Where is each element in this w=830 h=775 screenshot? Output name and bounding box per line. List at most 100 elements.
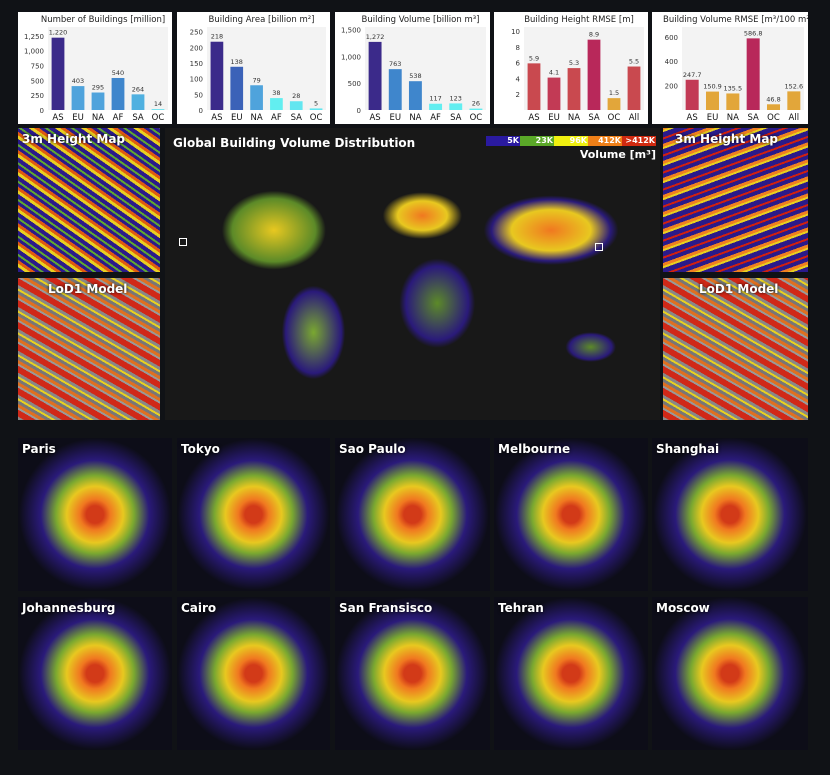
y-tick-label: 0 bbox=[199, 107, 203, 115]
x-tick-label: AS bbox=[52, 113, 63, 123]
volume-legend: 5K 23K 96K 412K >412K Volume [m³] bbox=[486, 136, 656, 161]
x-tick-label: NA bbox=[92, 113, 104, 123]
city-label: Melbourne bbox=[498, 442, 571, 456]
data-label: 5.3 bbox=[569, 59, 579, 67]
y-tick-label: 250 bbox=[190, 29, 203, 37]
x-tick-label: All bbox=[789, 113, 800, 123]
bar-na bbox=[250, 85, 263, 110]
data-label: 295 bbox=[92, 84, 104, 92]
data-label: 14 bbox=[154, 100, 162, 108]
bar-oc bbox=[766, 104, 781, 110]
x-tick-label: AS bbox=[211, 113, 222, 123]
data-label: 403 bbox=[72, 77, 84, 85]
legend-title: Volume [m³] bbox=[579, 148, 656, 161]
y-tick-label: 1,500 bbox=[341, 27, 361, 35]
data-label: 586.8 bbox=[744, 29, 763, 37]
city-map-tehran: Tehran bbox=[494, 597, 648, 750]
data-label: 218 bbox=[211, 33, 223, 41]
data-label: 5.9 bbox=[529, 54, 539, 62]
data-label: 264 bbox=[132, 85, 144, 93]
data-label: 5 bbox=[314, 99, 318, 107]
y-tick-label: 50 bbox=[194, 91, 203, 99]
inset-lod1-right: LoD1 Model bbox=[663, 278, 808, 420]
x-tick-label: AF bbox=[271, 113, 282, 123]
legend-swatch: >412K bbox=[622, 136, 656, 146]
x-tick-label: NA bbox=[409, 113, 421, 123]
inset-label: 3m Height Map bbox=[22, 132, 126, 146]
data-label: 28 bbox=[292, 92, 300, 100]
city-label: Johannesburg bbox=[22, 601, 116, 615]
inset-lod1-left: LoD1 Model bbox=[18, 278, 160, 420]
x-tick-label: EU bbox=[231, 113, 243, 123]
x-tick-label: OC bbox=[767, 113, 780, 123]
x-tick-label: OC bbox=[310, 113, 323, 123]
city-map-san-fransisco: San Fransisco bbox=[335, 597, 490, 750]
data-label: 247.7 bbox=[683, 71, 702, 79]
bar-eu bbox=[705, 91, 720, 110]
data-label: 4.1 bbox=[549, 69, 559, 77]
y-tick-label: 0 bbox=[357, 107, 361, 115]
y-tick-label: 1,000 bbox=[24, 48, 44, 56]
data-label: 5.5 bbox=[629, 58, 639, 66]
x-tick-label: AF bbox=[113, 113, 124, 123]
bar-sa bbox=[587, 39, 601, 110]
inset-height-map-right: 3m Height Map bbox=[663, 128, 808, 272]
x-tick-label: EU bbox=[548, 113, 560, 123]
x-tick-label: EU bbox=[72, 113, 84, 123]
marker-san-francisco bbox=[179, 238, 187, 246]
bar-na bbox=[726, 93, 740, 110]
bar-as bbox=[685, 79, 699, 110]
bar-oc bbox=[607, 98, 621, 110]
x-tick-label: AF bbox=[430, 113, 441, 123]
bar-as bbox=[51, 37, 65, 110]
data-label: 26 bbox=[472, 100, 480, 108]
data-label: 1,272 bbox=[366, 33, 385, 41]
y-tick-label: 150 bbox=[190, 60, 203, 68]
city-map-sao-paulo: Sao Paulo bbox=[335, 438, 490, 591]
bar-sa bbox=[746, 38, 760, 110]
bar-as bbox=[368, 41, 382, 110]
x-tick-label: AS bbox=[528, 113, 539, 123]
bar-as bbox=[527, 63, 541, 110]
chart-title: Number of Building​s [million] bbox=[41, 15, 165, 25]
x-tick-label: OC bbox=[608, 113, 621, 123]
data-label: 540 bbox=[112, 69, 124, 77]
chart-volume-rmse: Building Volume RMSE [m³/100 m²] 200 400 60… bbox=[652, 12, 808, 124]
bar-sa bbox=[131, 94, 145, 110]
chart-building-volume: Building Volume [billion m³] 0 500 1,000 1,5… bbox=[335, 12, 490, 124]
world-map: Global Building Volume Distribution 5K 23… bbox=[165, 128, 660, 420]
bar-all bbox=[787, 91, 801, 110]
y-tick-label: 2 bbox=[516, 91, 520, 99]
chart-number-of-buildings: Number of Building​s [million] 0 250 500 750… bbox=[18, 12, 172, 124]
chart-title: Building Height RMSE [m] bbox=[524, 15, 634, 25]
city-map-johannesburg: Johannesburg bbox=[18, 597, 172, 750]
city-map-paris: Paris bbox=[18, 438, 172, 591]
y-tick-label: 10 bbox=[511, 28, 520, 36]
inset-label: 3m Height Map bbox=[675, 132, 779, 146]
x-tick-label: AS bbox=[687, 113, 698, 123]
x-tick-label: EU bbox=[707, 113, 719, 123]
data-label: 135.5 bbox=[724, 84, 743, 92]
bar-as bbox=[210, 41, 224, 110]
inset-label: LoD1 Model bbox=[48, 282, 128, 296]
bar-all bbox=[627, 66, 641, 110]
data-label: 138 bbox=[231, 58, 243, 66]
bar-na bbox=[567, 68, 581, 110]
x-tick-label: OC bbox=[152, 113, 165, 123]
x-tick-label: SA bbox=[450, 113, 462, 123]
plot-area bbox=[524, 27, 644, 110]
y-tick-label: 600 bbox=[665, 34, 678, 42]
data-label: 38 bbox=[272, 89, 280, 97]
bar-eu bbox=[71, 86, 85, 110]
legend-swatch: 96K bbox=[554, 136, 588, 146]
city-map-moscow: Moscow bbox=[652, 597, 808, 750]
map-title: Global Building Volume Distribution bbox=[173, 136, 416, 150]
x-tick-label: NA bbox=[727, 113, 739, 123]
marker-shanghai bbox=[595, 243, 603, 251]
x-tick-label: NA bbox=[568, 113, 580, 123]
bar-oc bbox=[309, 108, 323, 110]
x-tick-label: SA bbox=[747, 113, 759, 123]
city-label: Shanghai bbox=[656, 442, 720, 456]
data-label: 46.8 bbox=[766, 95, 780, 103]
y-tick-label: 500 bbox=[348, 80, 361, 88]
